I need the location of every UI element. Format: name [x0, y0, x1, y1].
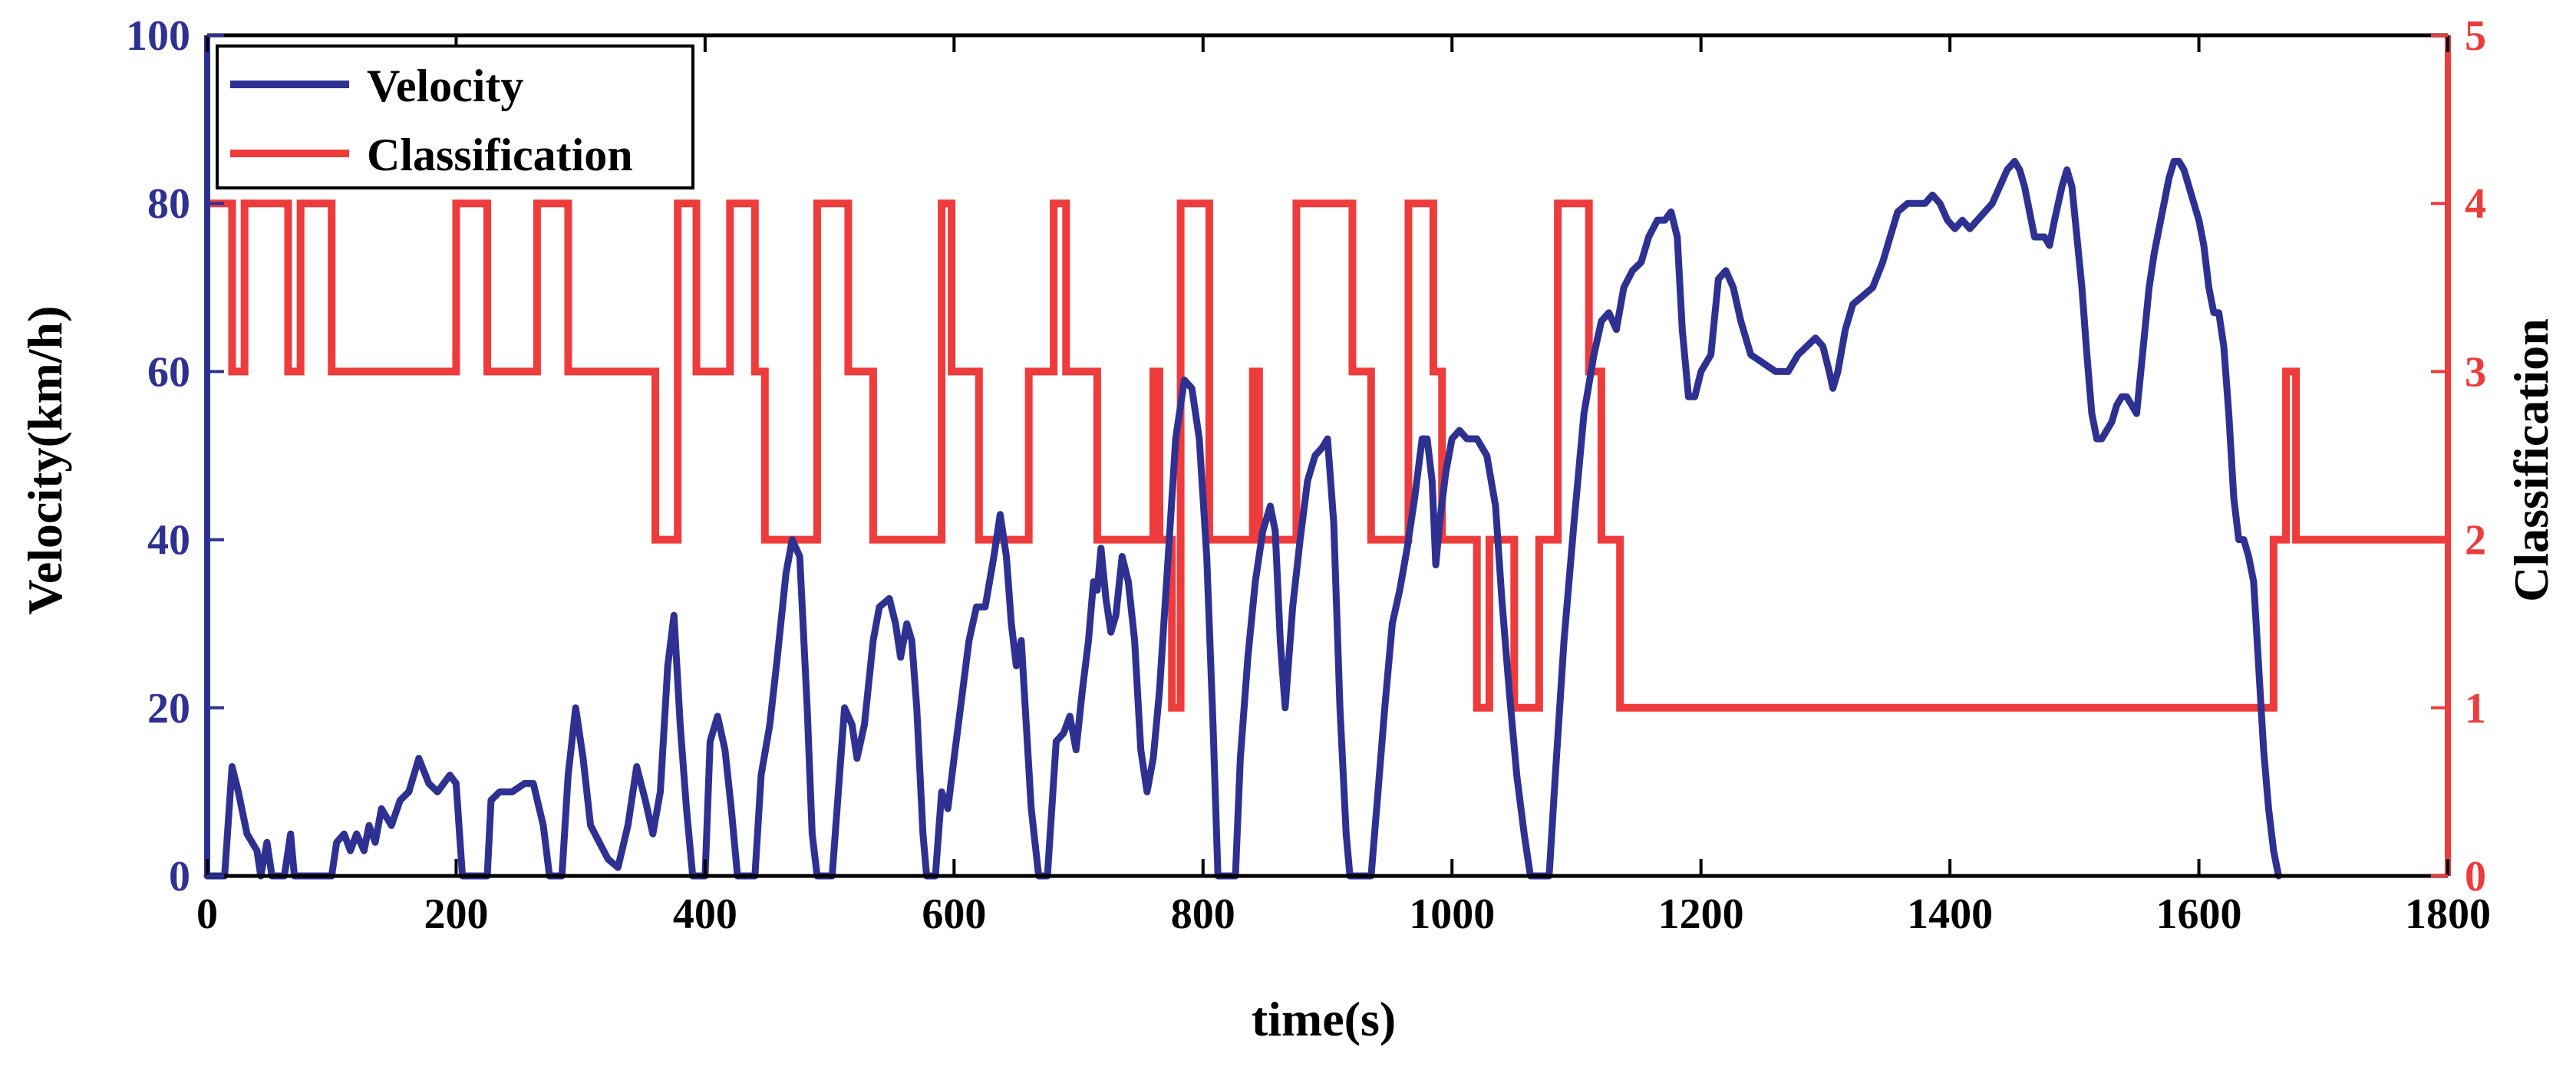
x-tick-label: 800	[1171, 891, 1235, 938]
x-tick-label: 600	[922, 891, 986, 938]
x-axis-label: time(s)	[1252, 992, 1396, 1046]
y-tick-label-right: 3	[2465, 348, 2486, 396]
y-tick-label-left: 40	[147, 517, 190, 565]
y-tick-label-right: 2	[2465, 517, 2486, 565]
y-tick-label-right: 1	[2465, 685, 2486, 733]
axes-layer	[204, 33, 2451, 878]
x-tick-label: 1800	[2405, 891, 2491, 938]
y-tick-label-left: 20	[147, 685, 190, 733]
y-tick-label-left: 80	[147, 180, 190, 228]
x-tick-label: 1200	[1658, 891, 1744, 938]
legend: Velocity Classification	[216, 44, 694, 189]
classification-series-line	[207, 199, 2448, 712]
x-tick-label: 0	[196, 891, 218, 938]
y-tick-label-left: 60	[147, 348, 190, 396]
y-tick-label-left: 0	[169, 853, 190, 900]
y-axis-label-right: Classification	[2504, 318, 2558, 602]
series-layer	[203, 157, 2448, 880]
legend-label-velocity: Velocity	[367, 61, 523, 111]
y-tick-label-right: 4	[2465, 180, 2486, 228]
legend-label-classification: Classification	[367, 130, 633, 180]
y-tick-label-right: 5	[2465, 12, 2486, 60]
velocity-series-line	[203, 157, 2282, 880]
tick-layer: 0 200 400 600 800 1000 1200 1400 1600 18000204060…	[126, 12, 2491, 938]
y-axis-label-left: Velocity(km/h)	[18, 306, 72, 615]
y-tick-label-left: 100	[126, 12, 190, 60]
y-tick-label-right: 0	[2465, 853, 2486, 900]
x-tick-label: 1400	[1907, 891, 1993, 938]
x-tick-label: 200	[424, 891, 488, 938]
x-tick-label: 1000	[1409, 891, 1495, 938]
legend-box	[216, 44, 694, 189]
x-tick-label: 400	[673, 891, 737, 938]
x-tick-label: 1600	[2156, 891, 2242, 938]
